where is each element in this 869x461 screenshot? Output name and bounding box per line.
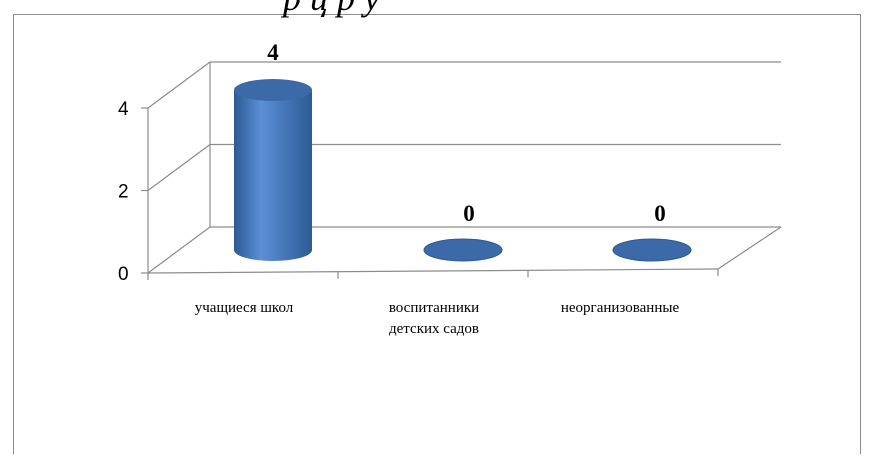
y-axis: 0 2 4 (118, 99, 148, 285)
data-label-0: 4 (267, 40, 279, 65)
bar-1 (423, 238, 503, 262)
y-tick-label-0: 0 (118, 264, 129, 285)
bar-disc-2 (612, 238, 692, 262)
bar-0 (234, 79, 312, 261)
gridline-side-0 (147, 226, 211, 274)
category-label-2: неорганизованные (561, 300, 680, 316)
floor-right-edge (717, 226, 782, 270)
gridline-side-2 (147, 61, 211, 109)
data-label-2: 0 (654, 201, 666, 226)
data-label-1: 0 (463, 201, 475, 226)
bar-body-0 (234, 90, 312, 261)
floor-front-edge (147, 268, 719, 274)
y-tick-label-2: 4 (118, 99, 129, 120)
bar-top-0 (234, 79, 312, 101)
data-labels: 4 0 0 (267, 40, 666, 226)
bars (234, 79, 692, 262)
y-tick-label-1: 2 (118, 182, 129, 203)
chart-frame (13, 14, 861, 454)
gridline-side-1 (147, 144, 211, 191)
chart-title-fragment: р ц р у (280, 0, 380, 18)
category-label-1: воспитанники детских садов (389, 300, 479, 337)
bar-disc-1 (423, 238, 503, 262)
category-label-0: учащиеся школ (195, 300, 294, 316)
bar-2 (612, 238, 692, 262)
x-axis: учащиеся школ воспитанники детских садов не… (195, 300, 680, 337)
